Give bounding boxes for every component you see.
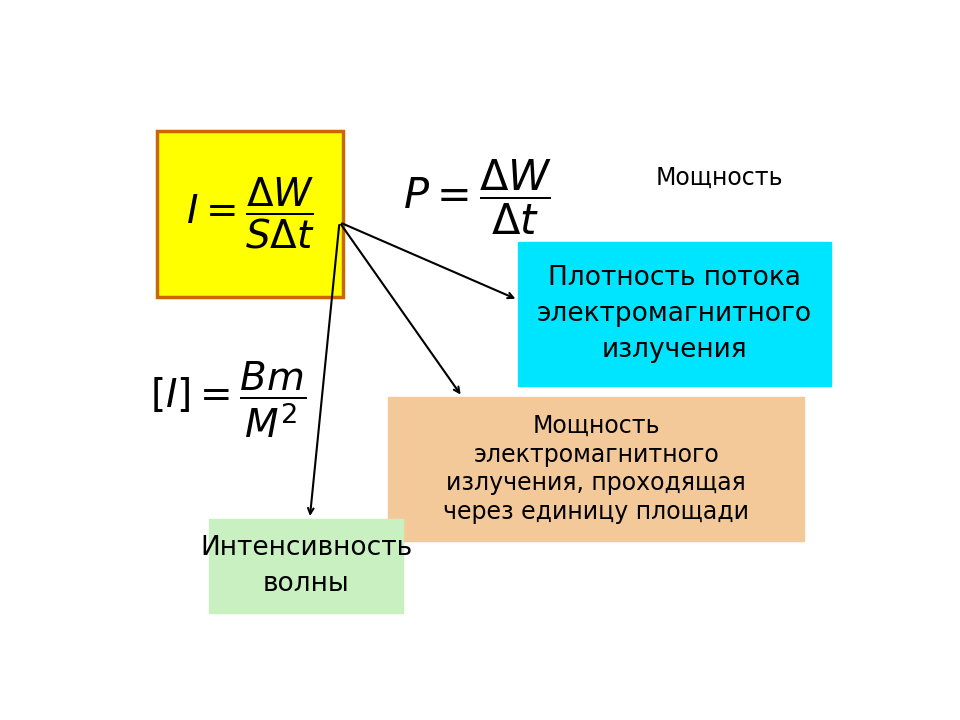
Text: Мощность: Мощность bbox=[656, 166, 783, 190]
FancyBboxPatch shape bbox=[157, 131, 344, 297]
Text: Плотность потока: Плотность потока bbox=[548, 265, 801, 291]
Text: излучения: излучения bbox=[602, 337, 747, 363]
Text: Интенсивность: Интенсивность bbox=[200, 535, 412, 561]
Text: излучения, проходящая: излучения, проходящая bbox=[446, 472, 746, 495]
Text: $[I] = \dfrac{\mathit{Bm}}{\mathit{M}^{2}}$: $[I] = \dfrac{\mathit{Bm}}{\mathit{M}^{2… bbox=[150, 359, 306, 440]
Text: Мощность: Мощность bbox=[533, 414, 660, 438]
FancyBboxPatch shape bbox=[388, 397, 804, 541]
Text: $I = \dfrac{\Delta W}{S\Delta t}$: $I = \dfrac{\Delta W}{S\Delta t}$ bbox=[185, 176, 315, 251]
Text: через единицу площади: через единицу площади bbox=[444, 500, 749, 524]
FancyBboxPatch shape bbox=[209, 519, 403, 613]
Text: волны: волны bbox=[263, 571, 349, 597]
Text: $P = \dfrac{\Delta W}{\Delta t}$: $P = \dfrac{\Delta W}{\Delta t}$ bbox=[403, 158, 552, 237]
Text: электромагнитного: электромагнитного bbox=[537, 301, 812, 327]
FancyBboxPatch shape bbox=[518, 242, 830, 386]
Text: электромагнитного: электромагнитного bbox=[473, 443, 719, 467]
